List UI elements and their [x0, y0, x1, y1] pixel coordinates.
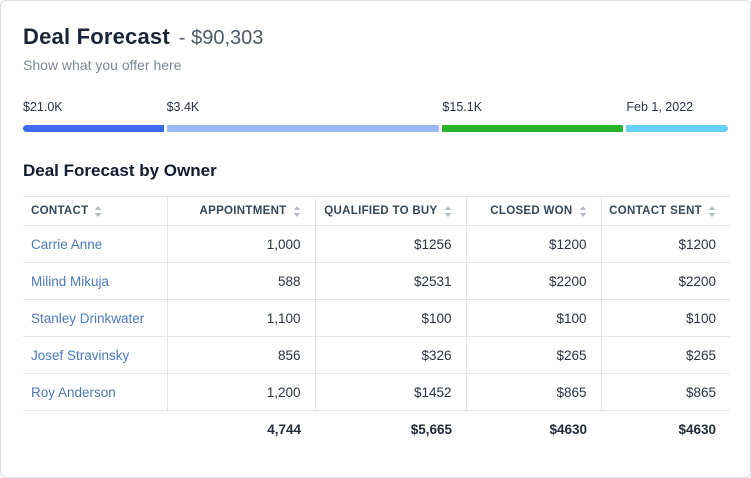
segment-bar — [166, 125, 440, 132]
sort-arrows-icon — [579, 205, 586, 217]
page-subtitle: Show what you offer here — [23, 57, 182, 73]
table-row: Roy Anderson 1,200 $1452 $865 $865 — [23, 373, 730, 411]
header: Deal Forecast - $90,303 — [1, 24, 750, 50]
qualified-value: $1452 — [314, 373, 466, 411]
column-header-label: CONTACT — [31, 205, 89, 217]
table-row: Stanley Drinkwater 1,100 $100 $100 $100 — [23, 299, 730, 337]
table-totals-row: 4,744 $5,665 $4630 $4630 — [23, 411, 730, 448]
column-header-appointment[interactable]: APPOINTMENT — [166, 196, 315, 226]
appointment-value: 1,000 — [166, 225, 315, 263]
column-header-label: APPOINTMENT — [199, 205, 287, 217]
contact-sent-value: $2200 — [600, 262, 730, 300]
contact-link[interactable]: Carrie Anne — [31, 236, 103, 252]
appointment-value: 1,100 — [166, 299, 315, 337]
column-header-qualified-to-buy[interactable]: QUALIFIED TO BUY — [314, 196, 466, 226]
column-header-contact[interactable]: CONTACT — [23, 196, 167, 226]
table-row: Milind Mikuja 588 $2531 $2200 $2200 — [23, 262, 730, 300]
contact-sent-total: $4630 — [678, 421, 716, 437]
contact-link[interactable]: Milind Mikuja — [31, 273, 110, 289]
totals-empty-cell — [23, 411, 167, 448]
contact-link[interactable]: Josef Stravinsky — [31, 347, 130, 363]
sort-arrows-icon — [95, 205, 102, 217]
closed-won-value: $100 — [465, 299, 601, 337]
progress-segment: $3.4K — [166, 100, 440, 132]
sort-arrows-icon — [444, 205, 451, 217]
appointment-value: 856 — [166, 336, 315, 374]
contact-sent-value: $1200 — [600, 225, 730, 263]
segment-bar — [626, 125, 728, 132]
closed-won-value: $865 — [465, 373, 601, 411]
segment-label: $15.1K — [442, 100, 483, 114]
qualified-value: $1256 — [314, 225, 466, 263]
qualified-value: $326 — [314, 336, 466, 374]
section-title: Deal Forecast by Owner — [23, 161, 217, 180]
progress-segment: $15.1K — [442, 100, 624, 132]
segment-label: $21.0K — [23, 100, 63, 114]
contact-link[interactable]: Roy Anderson — [31, 384, 116, 400]
segment-bar — [23, 125, 164, 132]
sort-arrows-icon — [293, 205, 300, 217]
qualified-total: $5,665 — [410, 421, 452, 437]
appointment-total: 4,744 — [267, 421, 301, 437]
forecast-total-amount: - $90,303 — [178, 27, 264, 49]
qualified-value: $100 — [314, 299, 466, 337]
closed-won-total: $4630 — [549, 421, 587, 437]
forecast-progress-bar: $21.0K $3.4K $15.1K Feb 1, 2022 — [1, 100, 750, 132]
closed-won-value: $2200 — [465, 262, 601, 300]
contact-sent-value: $100 — [600, 299, 730, 337]
progress-segment: Feb 1, 2022 — [626, 100, 728, 132]
contact-sent-value: $265 — [600, 336, 730, 374]
segment-label: Feb 1, 2022 — [626, 100, 694, 114]
qualified-value: $2531 — [314, 262, 466, 300]
column-header-closed-won[interactable]: CLOSED WON — [465, 196, 601, 226]
table-row: Carrie Anne 1,000 $1256 $1200 $1200 — [23, 225, 730, 263]
column-header-label: QUALIFIED TO BUY — [324, 205, 438, 217]
deal-forecast-table: CONTACT APPOINTMENT QUALIFIED TO BUY — [23, 196, 730, 448]
contact-sent-value: $865 — [600, 373, 730, 411]
column-header-label: CONTACT SENT — [609, 205, 702, 217]
closed-won-value: $1200 — [465, 225, 601, 263]
page-title: Deal Forecast — [23, 24, 170, 49]
segment-label: $3.4K — [166, 100, 200, 114]
appointment-value: 588 — [166, 262, 315, 300]
closed-won-value: $265 — [465, 336, 601, 374]
column-header-contact-sent[interactable]: CONTACT SENT — [600, 196, 730, 226]
segment-bar — [442, 125, 624, 132]
progress-segment: $21.0K — [23, 100, 164, 132]
sort-arrows-icon — [708, 205, 716, 217]
contact-link[interactable]: Stanley Drinkwater — [31, 310, 145, 326]
appointment-value: 1,200 — [166, 373, 315, 411]
table-row: Josef Stravinsky 856 $326 $265 $265 — [23, 336, 730, 374]
column-header-label: CLOSED WON — [490, 205, 573, 217]
table-header-row: CONTACT APPOINTMENT QUALIFIED TO BUY — [23, 196, 730, 226]
